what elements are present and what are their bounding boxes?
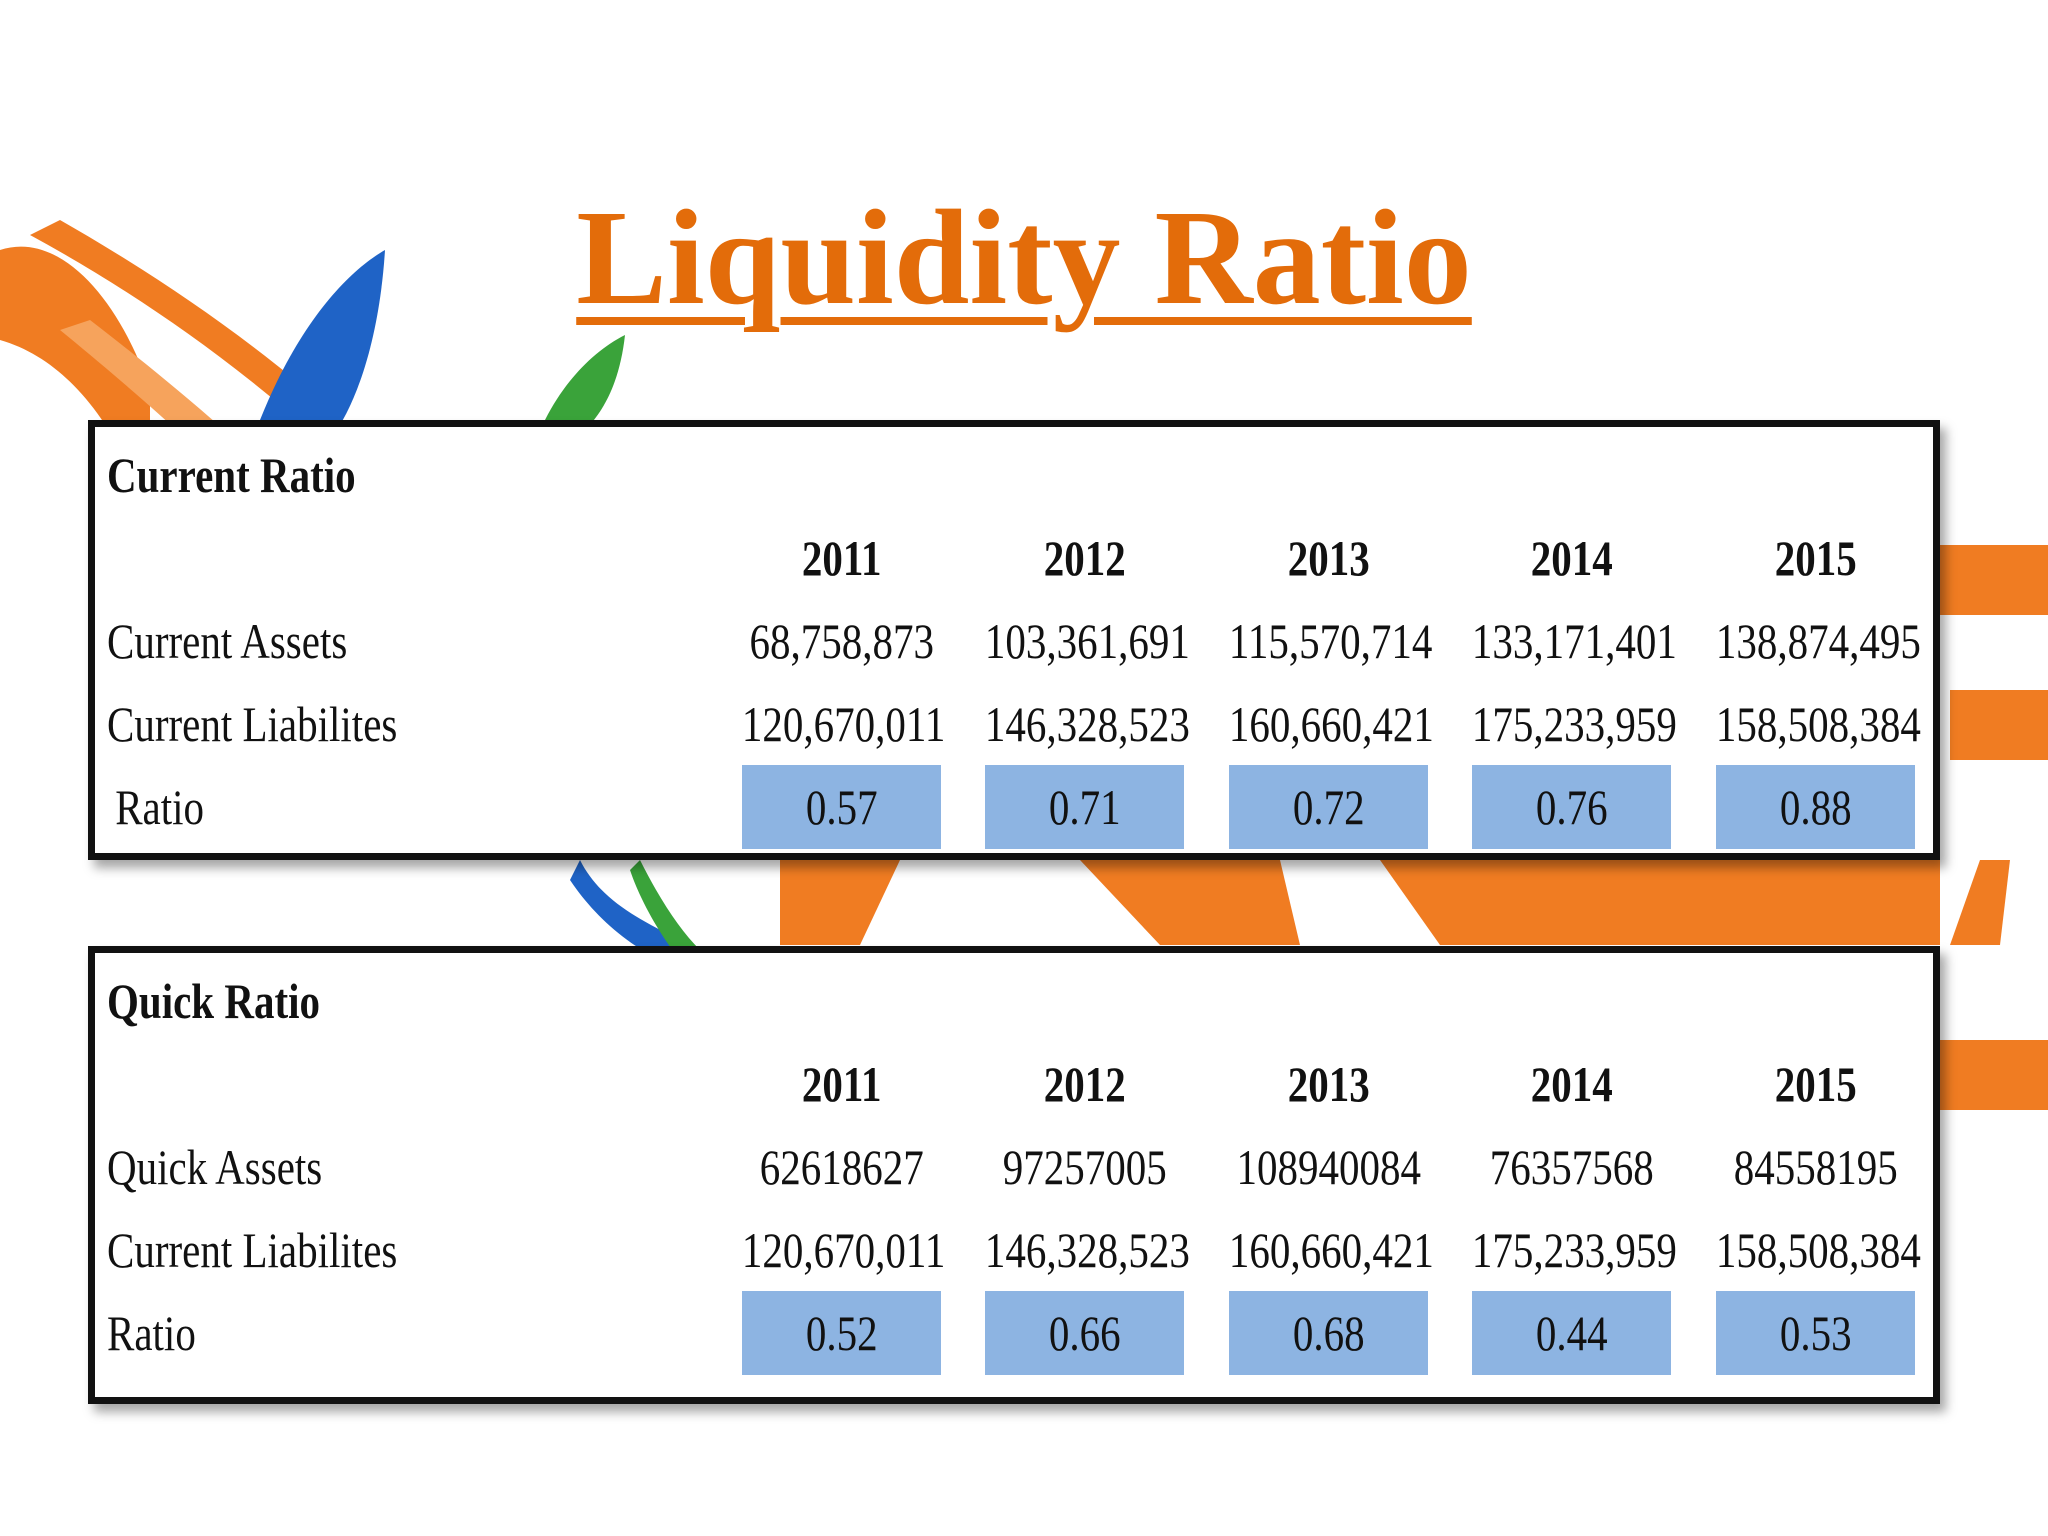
quick-ratio-panel: Quick Ratio 2011 2012 2013 2014 2015 Qui… <box>88 946 1940 1404</box>
table-cell: 97257005 <box>1003 1138 1168 1195</box>
table-row: Current Liabilites 120,670,011 146,328,5… <box>107 682 1937 765</box>
table-cell: 175,233,959 <box>1472 1221 1678 1278</box>
ratio-cell: 0.72 <box>1228 765 1429 849</box>
ratio-cell: 0.53 <box>1715 1291 1916 1375</box>
ratio-cell: 0.66 <box>985 1291 1185 1375</box>
table-cell: 68,758,873 <box>749 612 934 669</box>
year-header: 2013 <box>1287 529 1370 586</box>
table-cell: 138,874,495 <box>1715 612 1921 669</box>
ratio-label: Ratio <box>115 779 205 835</box>
ratio-cell: 0.68 <box>1228 1291 1429 1375</box>
years-row: 2011 2012 2013 2014 2015 <box>107 516 1937 599</box>
ratio-cell: 0.71 <box>985 765 1185 849</box>
year-header: 2012 <box>1044 529 1127 586</box>
table-cell: 160,660,421 <box>1228 1221 1434 1278</box>
table-cell: 158,508,384 <box>1715 1221 1921 1278</box>
table-row: Current Liabilites 120,670,011 146,328,5… <box>107 1208 1937 1291</box>
table-cell: 146,328,523 <box>985 695 1191 752</box>
current-ratio-table: Current Ratio 2011 2012 2013 2014 2015 C… <box>107 433 1937 849</box>
year-header: 2015 <box>1774 529 1857 586</box>
table-cell: 120,670,011 <box>741 1221 946 1278</box>
slide-title: Liquidity Ratio <box>0 178 2048 338</box>
ratio-cell: 0.57 <box>741 765 942 849</box>
ratio-cell: 0.44 <box>1472 1291 1672 1375</box>
year-header: 2014 <box>1530 1055 1613 1112</box>
ratio-row: Ratio 0.57 0.71 0.72 0.76 0.88 <box>107 765 1937 849</box>
table-heading-row: Quick Ratio <box>107 959 1937 1042</box>
slide-title-text: Liquidity Ratio <box>576 183 1472 333</box>
quick-ratio-heading: Quick Ratio <box>107 972 320 1029</box>
table-cell: 120,670,011 <box>741 695 946 752</box>
year-header: 2012 <box>1044 1055 1127 1112</box>
years-row: 2011 2012 2013 2014 2015 <box>107 1042 1937 1125</box>
ratio-cell: 0.52 <box>741 1291 942 1375</box>
ratio-cell: 0.88 <box>1715 765 1916 849</box>
quick-ratio-table: Quick Ratio 2011 2012 2013 2014 2015 Qui… <box>107 959 1937 1375</box>
current-ratio-panel: Current Ratio 2011 2012 2013 2014 2015 C… <box>88 420 1940 860</box>
row-label: Current Liabilites <box>107 1221 398 1278</box>
table-cell: 175,233,959 <box>1472 695 1678 752</box>
row-label: Current Assets <box>107 612 348 669</box>
table-cell: 160,660,421 <box>1228 695 1434 752</box>
table-heading-row: Current Ratio <box>107 433 1937 516</box>
table-cell: 103,361,691 <box>985 612 1191 669</box>
table-cell: 146,328,523 <box>985 1221 1191 1278</box>
table-cell: 76357568 <box>1489 1138 1654 1195</box>
year-header: 2014 <box>1530 529 1613 586</box>
table-cell: 108940084 <box>1236 1138 1421 1195</box>
row-label: Current Liabilites <box>107 695 398 752</box>
year-header: 2011 <box>801 529 882 586</box>
current-ratio-heading: Current Ratio <box>107 446 356 503</box>
table-cell: 133,171,401 <box>1472 612 1678 669</box>
table-row: Quick Assets 62618627 97257005 108940084… <box>107 1125 1937 1208</box>
table-cell: 158,508,384 <box>1715 695 1921 752</box>
year-header: 2015 <box>1774 1055 1857 1112</box>
table-cell: 62618627 <box>759 1138 924 1195</box>
year-header: 2013 <box>1287 1055 1370 1112</box>
ratio-label: Ratio <box>107 1305 196 1361</box>
year-header: 2011 <box>801 1055 882 1112</box>
row-label: Quick Assets <box>107 1138 323 1195</box>
table-cell: 84558195 <box>1733 1138 1898 1195</box>
ratio-row: Ratio 0.52 0.66 0.68 0.44 0.53 <box>107 1291 1937 1375</box>
table-cell: 115,570,714 <box>1228 612 1433 669</box>
ratio-cell: 0.76 <box>1472 765 1672 849</box>
table-row: Current Assets 68,758,873 103,361,691 11… <box>107 599 1937 682</box>
